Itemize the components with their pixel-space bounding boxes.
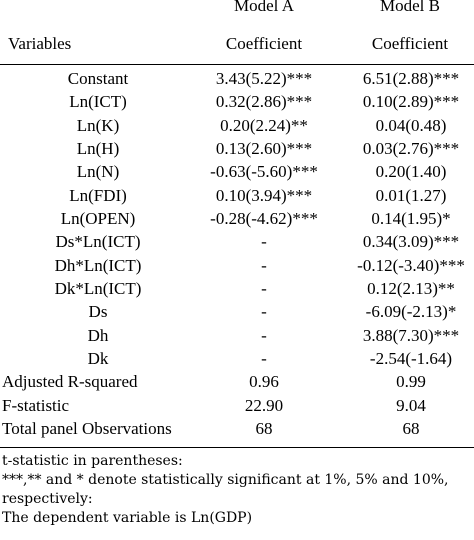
model-a-value: - (261, 302, 267, 322)
note-line: ***,** and * denote statistically signif… (2, 472, 449, 488)
note-line: t-statistic in parentheses: (2, 453, 183, 469)
table-row: Ln(N) -0.63(-5.60)*** 0.20(1.40) (0, 160, 474, 183)
variable-name: Ln(K) (76, 115, 120, 135)
variable-name: Dh*Ln(ICT) (54, 255, 142, 275)
model-b-value: 6.51(2.88)*** (362, 69, 460, 88)
model-a-value: 3.43(5.22)*** (215, 69, 313, 88)
model-b-value: 3.88(7.30)*** (362, 325, 460, 345)
variable-name: Ln(ICT) (69, 92, 127, 112)
variable-name: Ln(FDI) (69, 185, 127, 205)
model-b-stat: 0.99 (396, 372, 426, 392)
model-b-stat: 68 (402, 419, 420, 439)
model-b-value: 0.14(1.95)* (371, 209, 451, 229)
variable-name: Dk (87, 349, 109, 369)
model-a-stat: 22.90 (244, 395, 284, 415)
model-b-value: -6.09(-2.13)* (365, 302, 457, 322)
table-row: Dh - 3.88(7.30)*** (0, 324, 474, 347)
model-b-value: 0.34(3.09)*** (362, 232, 460, 252)
table-row: Ds - -6.09(-2.13)* (0, 300, 474, 323)
coefficient-a-header: Coefficient (225, 34, 303, 53)
model-a-value: -0.63(-5.60)*** (210, 162, 318, 182)
variable-name: Dh (87, 325, 109, 345)
model-a-value: - (261, 349, 267, 369)
table-row: Dk*Ln(ICT) - 0.12(2.13)** (0, 277, 474, 300)
model-a-value: 0.13(2.60)*** (215, 139, 313, 159)
variable-name: Ds*Ln(ICT) (55, 232, 141, 252)
table-row: Dh*Ln(ICT) - -0.12(-3.40)*** (0, 254, 474, 277)
model-a-stat: 0.96 (249, 372, 279, 392)
model-a-value: - (261, 279, 267, 299)
statistic-name: F-statistic (2, 395, 70, 415)
note-line: The dependent variable is Ln(GDP) (2, 510, 253, 526)
model-b-value: 0.12(2.13)** (367, 279, 455, 299)
model-a-value: 0.32(2.86)*** (215, 92, 313, 112)
model-a-value: - (261, 325, 267, 345)
variable-name: Ln(N) (76, 162, 120, 182)
table-notes: t-statistic in parentheses: ***,** and *… (2, 452, 472, 528)
model-a-value: - (261, 255, 267, 275)
table-row: Dk - -2.54(-1.64) (0, 347, 474, 370)
bottom-rule (0, 447, 474, 448)
table-row: Constant 3.43(5.22)*** 6.51(2.88)*** (0, 67, 474, 90)
statistic-name: Total panel Observations (2, 419, 172, 439)
variable-name: Ln(OPEN) (60, 209, 136, 229)
variables-header: Variables (8, 34, 72, 53)
model-a-stat: 68 (255, 419, 273, 439)
table-row: Ln(ICT) 0.32(2.86)*** 0.10(2.89)*** (0, 90, 474, 113)
model-b-value: 0.01(1.27) (375, 185, 447, 205)
note-line: respectively: (2, 491, 93, 507)
table-row: Ln(FDI) 0.10(3.94)*** 0.01(1.27) (0, 184, 474, 207)
model-b-stat: 9.04 (396, 395, 426, 415)
variable-name: Constant (67, 69, 129, 88)
coefficient-b-header: Coefficient (371, 34, 449, 53)
table-row: Ln(H) 0.13(2.60)*** 0.03(2.76)*** (0, 137, 474, 160)
variable-name: Ln(H) (76, 139, 120, 159)
model-a-value: -0.28(-4.62)*** (210, 209, 318, 229)
table-row: Ln(K) 0.20(2.24)** 0.04(0.48) (0, 114, 474, 137)
model-b-value: 0.10(2.89)*** (362, 92, 460, 112)
model-b-value: -0.12(-3.40)*** (357, 255, 465, 275)
statistic-name: Adjusted R-squared (2, 372, 138, 392)
table-row: Ln(OPEN) -0.28(-4.62)*** 0.14(1.95)* (0, 207, 474, 230)
model-b-value: 0.20(1.40) (375, 162, 447, 182)
model-b-value: 0.03(2.76)*** (362, 139, 460, 159)
model-a-value: 0.10(3.94)*** (215, 185, 313, 205)
stats-row: F-statistic 22.90 9.04 (0, 394, 474, 417)
variable-name: Dk*Ln(ICT) (54, 279, 142, 299)
stats-row: Total panel Observations 68 68 (0, 417, 474, 440)
model-a-value: - (261, 232, 267, 252)
model-b-value: -2.54(-1.64) (369, 349, 453, 369)
model-a-header: Model A (234, 0, 294, 15)
header-rule (0, 64, 474, 65)
variable-name: Ds (88, 302, 108, 322)
table-row: Ds*Ln(ICT) - 0.34(3.09)*** (0, 230, 474, 253)
table-body: Constant 3.43(5.22)*** 6.51(2.88)*** Ln(IC… (0, 67, 474, 441)
model-b-header: Model B (380, 0, 440, 15)
model-a-value: 0.20(2.24)** (220, 115, 308, 135)
stats-row: Adjusted R-squared 0.96 0.99 (0, 370, 474, 393)
model-b-value: 0.04(0.48) (375, 115, 447, 135)
